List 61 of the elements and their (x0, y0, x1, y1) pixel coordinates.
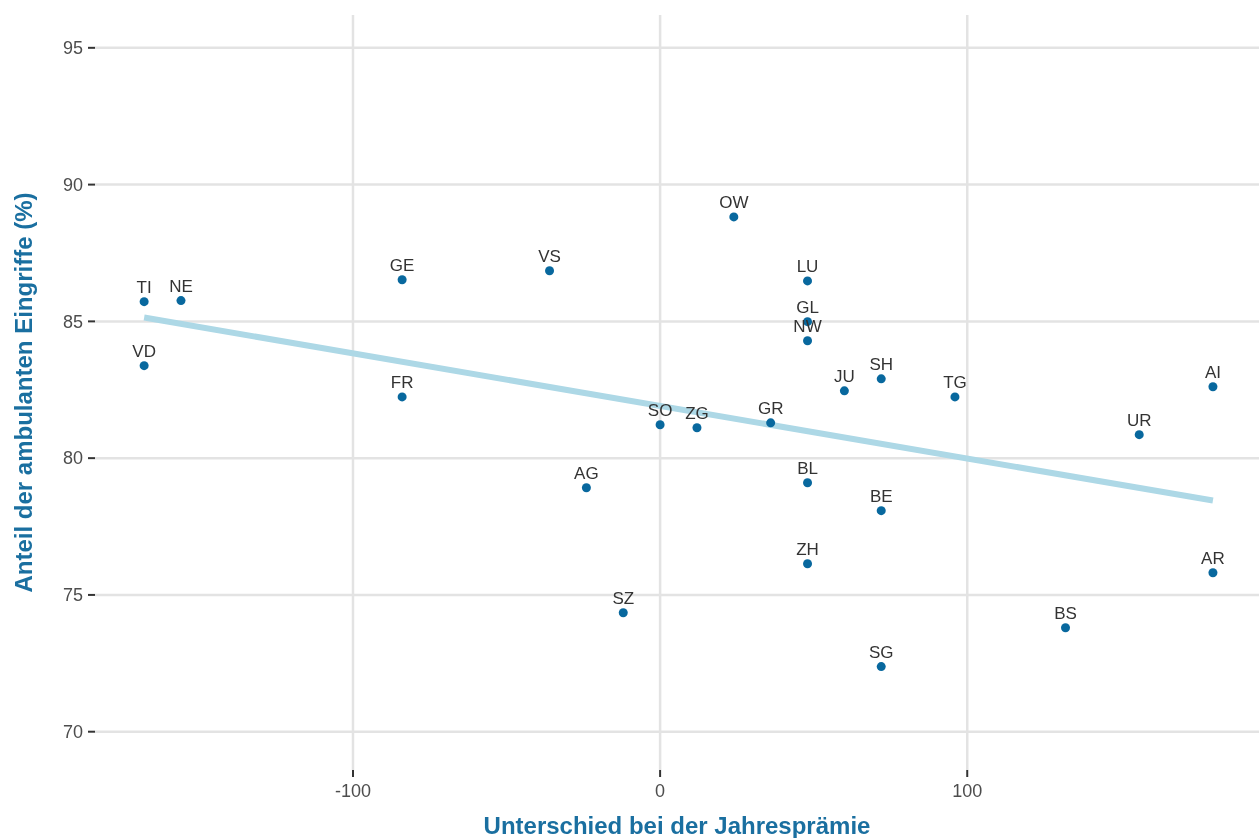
point (545, 266, 555, 276)
point (139, 361, 149, 371)
x-tick-label: 0 (655, 781, 666, 801)
annotation: GR (757, 398, 784, 418)
y-tick-label: 80 (62, 448, 83, 469)
y-tick-label: 90 (62, 174, 83, 195)
annotation: VD (132, 341, 156, 361)
point (876, 506, 886, 516)
point (655, 420, 665, 430)
annotation: UR (1126, 410, 1152, 430)
annotation: SO (647, 400, 673, 420)
point (1134, 430, 1144, 440)
point (950, 392, 960, 402)
annotation: BE (869, 486, 893, 506)
annotation: LU (796, 256, 819, 276)
x-tick-label: -100 (334, 781, 371, 801)
point (139, 297, 149, 307)
annotation: AR (1201, 548, 1225, 568)
point (1208, 382, 1218, 392)
annotation: VS (538, 246, 561, 266)
annotation: BS (1054, 603, 1077, 623)
point (803, 276, 813, 286)
point (839, 386, 849, 396)
annotation: SH (869, 354, 894, 374)
point (803, 336, 813, 346)
annotation: JU (833, 366, 855, 386)
y-tick-label: 75 (62, 585, 83, 606)
point (803, 478, 813, 488)
x-tick-label: 100 (952, 781, 983, 801)
annotation: FR (390, 372, 414, 392)
point (581, 483, 591, 493)
y-tick-label: 70 (62, 722, 83, 742)
point (729, 212, 739, 222)
annotation: SZ (612, 588, 635, 608)
annotation: NE (169, 276, 193, 296)
annotation: AI (1204, 362, 1221, 382)
point (803, 559, 813, 569)
annotation: AG (574, 463, 599, 483)
point (176, 296, 186, 306)
y-tick-label: 85 (62, 311, 83, 332)
point (692, 423, 702, 433)
annotation: BL (797, 458, 818, 478)
point (766, 418, 776, 428)
annotation: TI (136, 277, 152, 297)
point (1061, 623, 1071, 633)
point (876, 374, 886, 384)
point (876, 662, 886, 672)
annotation: OW (719, 192, 749, 212)
point (397, 275, 407, 285)
point (618, 608, 628, 618)
annotation: NW (793, 316, 822, 336)
annotation: TG (943, 372, 967, 392)
annotation: ZG (685, 403, 709, 423)
annotation: GE (389, 255, 415, 275)
annotation: ZH (796, 539, 819, 559)
annotation: SG (868, 642, 894, 662)
point (397, 392, 407, 402)
y-tick-label: 95 (62, 38, 83, 59)
point (1208, 568, 1218, 578)
annotation: GL (796, 297, 819, 317)
y-axis-title: Anteil der ambulanten Eingriffe (%) (10, 192, 37, 593)
